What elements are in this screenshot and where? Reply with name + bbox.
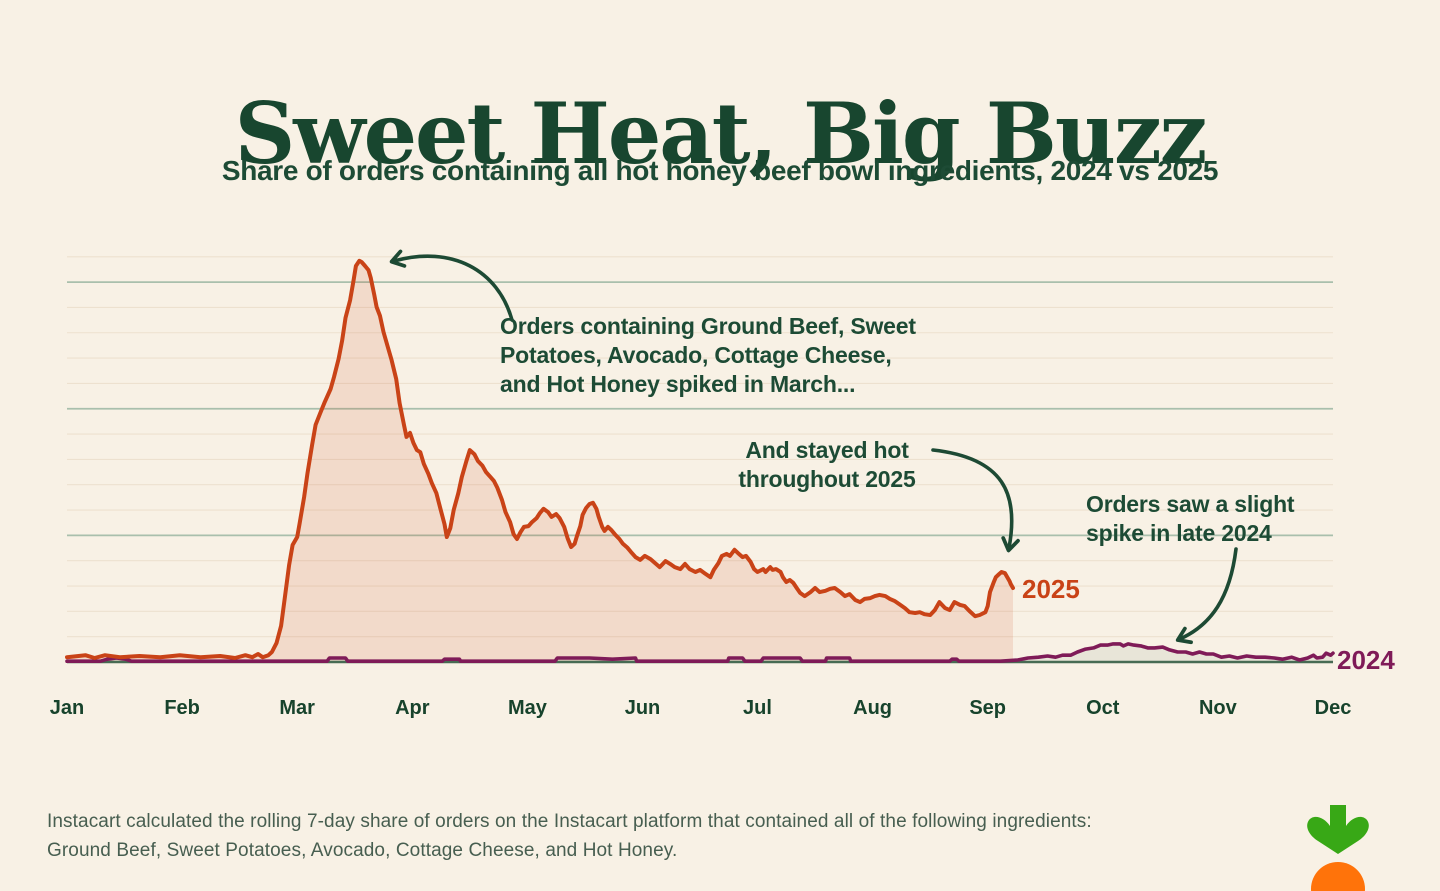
logo-arrow-down-icon	[1307, 805, 1369, 854]
annotation-arrow-late	[1175, 547, 1238, 645]
x-axis-label-jan: Jan	[49, 697, 85, 719]
logo-carrot-body	[1311, 862, 1365, 891]
x-axis-label-aug: Aug	[853, 697, 893, 719]
series-label-2024: 2024	[1337, 645, 1395, 675]
annotation-march-spike: Orders containing Ground Beef, Sweet Pot…	[500, 313, 916, 398]
annotation-stayed-hot: And stayed hot throughout 2025	[738, 437, 916, 493]
page-subtitle: Share of orders containing all hot honey…	[221, 155, 1219, 186]
x-axis-label-feb: Feb	[164, 697, 200, 719]
annotation-arrow-march	[389, 249, 514, 322]
x-axis-label-may: May	[507, 697, 547, 719]
x-axis-label-mar: Mar	[279, 697, 315, 719]
series-label-2025: 2025	[1022, 574, 1080, 604]
x-axis-label-sep: Sep	[969, 697, 1007, 719]
x-axis-label-dec: Dec	[1314, 697, 1352, 719]
annotation-arrow-stayed	[931, 448, 1020, 553]
x-axis-label-apr: Apr	[395, 697, 430, 719]
footnote: Instacart calculated the rolling 7-day s…	[47, 811, 1092, 861]
line-2025	[65, 258, 1015, 660]
x-axis-label-oct: Oct	[1086, 697, 1120, 719]
x-axis-label-jun: Jun	[624, 697, 661, 719]
instacart-carrot-logo	[1307, 805, 1369, 891]
annotation-late-2024-spike: Orders saw a slight spike in late 2024	[1086, 491, 1295, 547]
page-title: Sweet Heat, Big Buzz	[234, 84, 1208, 184]
area-2025	[67, 260, 1013, 662]
x-axis-label-nov: Nov	[1198, 697, 1237, 719]
x-axis-label-jul: Jul	[743, 697, 772, 719]
line-2024	[65, 642, 1335, 663]
